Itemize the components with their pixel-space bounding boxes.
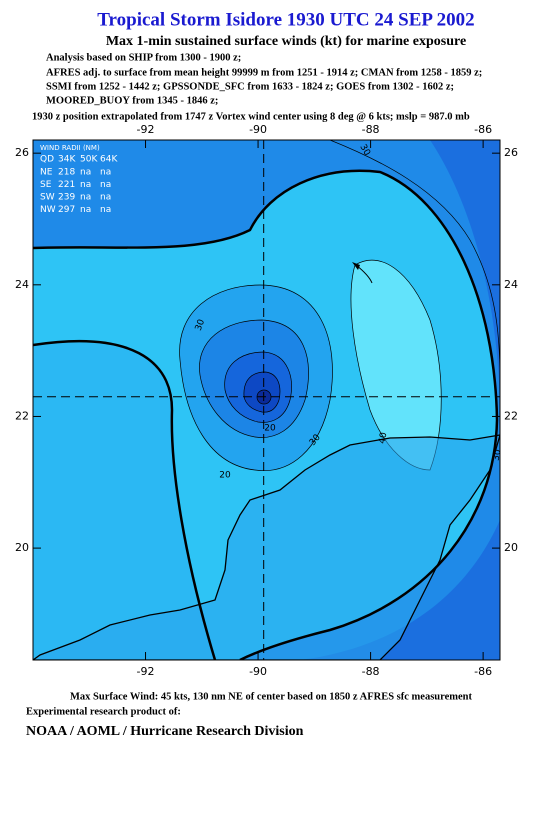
contour-label: 30 — [194, 318, 207, 332]
analysis-line: MOORED_BUOY from 1345 - 1846 z; — [46, 95, 218, 106]
radii-cell: SE — [40, 180, 52, 190]
radii-cell: SW — [40, 193, 55, 203]
y-tick-label: 24 — [15, 278, 29, 291]
radii-cell: 239 — [58, 193, 75, 203]
organization: NOAA / AOML / Hurricane Research Divisio… — [26, 724, 304, 739]
x-tick-label: -88 — [362, 665, 380, 678]
y-tick-label: 22 — [15, 409, 29, 422]
max-wind: Max Surface Wind: 45 kts, 130 nm NE of c… — [70, 691, 473, 702]
contour-label: 30 — [492, 448, 504, 461]
y-tick-label: 24 — [504, 278, 518, 291]
radii-cell: NE — [40, 168, 53, 178]
y-tick-label: 26 — [15, 146, 29, 159]
contour-label: 40 — [378, 431, 390, 444]
x-tick-label: -92 — [137, 665, 155, 678]
radii-header: QD — [40, 155, 54, 165]
y-tick-label: 20 — [15, 541, 29, 554]
map-field — [33, 140, 500, 660]
radii-cell: na — [100, 205, 111, 215]
radii-cell: 221 — [58, 180, 75, 190]
contour — [329, 140, 500, 381]
position-line: 1930 z position extrapolated from 1747 z… — [32, 111, 470, 122]
radii-cell: na — [80, 205, 91, 215]
radii-title: WIND RADII (NM) — [40, 144, 100, 152]
contour-34kt — [33, 339, 217, 660]
radii-header: 64K — [100, 155, 118, 165]
x-tick-label: -92 — [137, 123, 155, 136]
motion-arrow — [352, 262, 360, 270]
contour-label: 20 — [264, 424, 276, 434]
analysis-line: AFRES adj. to surface from mean height 9… — [46, 67, 482, 78]
coastline — [33, 434, 500, 660]
radii-cell: 218 — [58, 168, 75, 178]
subtitle: Max 1-min sustained surface winds (kt) f… — [106, 34, 466, 49]
radii-header: 34K — [58, 155, 76, 165]
radii-cell: na — [100, 180, 111, 190]
analysis-line: Analysis based on SHIP from 1300 - 1900 … — [46, 52, 241, 63]
radii-header: 50K — [80, 155, 98, 165]
radii-cell: na — [80, 193, 91, 203]
x-tick-label: -90 — [249, 123, 267, 136]
contour-34kt — [33, 169, 499, 660]
radii-cell: na — [100, 193, 111, 203]
product-note: Experimental research product of: — [26, 706, 181, 717]
y-tick-label: 22 — [504, 409, 518, 422]
x-tick-label: -86 — [474, 665, 492, 678]
x-tick-label: -88 — [362, 123, 380, 136]
plot-frame — [32, 139, 501, 661]
radii-cell: NW — [40, 205, 56, 215]
title: Tropical Storm Isidore 1930 UTC 24 SEP 2… — [97, 9, 474, 30]
y-tick-label: 26 — [504, 146, 518, 159]
y-tick-label: 20 — [504, 541, 518, 554]
radii-cell: na — [80, 180, 91, 190]
contour-label: 20 — [219, 471, 231, 481]
x-tick-label: -90 — [249, 665, 267, 678]
analysis-line: SSMI from 1252 - 1442 z; GPSSONDE_SFC fr… — [46, 81, 454, 92]
radii-cell: na — [80, 168, 91, 178]
radii-cell: 297 — [58, 205, 75, 215]
radii-cell: na — [100, 168, 111, 178]
x-tick-label: -86 — [474, 123, 492, 136]
motion-arrow — [355, 264, 373, 284]
field-light — [33, 341, 215, 660]
